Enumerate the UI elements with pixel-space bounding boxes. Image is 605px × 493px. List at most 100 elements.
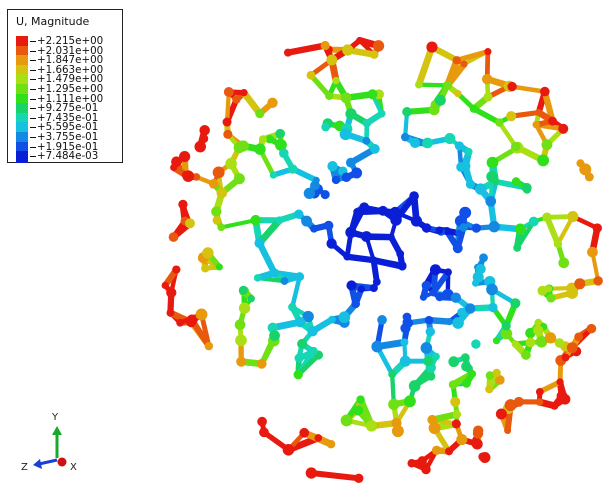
- lattice-node: [485, 195, 497, 207]
- lattice-node: [546, 293, 556, 303]
- lattice-node: [250, 214, 261, 226]
- lattice-node: [420, 342, 433, 354]
- lattice-node: [370, 144, 380, 154]
- lattice-node: [542, 212, 552, 223]
- lattice-node: [525, 327, 536, 339]
- lattice-node: [452, 410, 462, 419]
- lattice-node: [195, 308, 208, 321]
- lattice-node: [275, 216, 284, 225]
- lattice-node: [398, 261, 407, 270]
- lattice-node: [558, 257, 570, 269]
- lattice-node: [390, 214, 402, 226]
- lattice-node: [280, 277, 289, 285]
- lattice-node: [402, 107, 412, 117]
- lattice-node: [377, 109, 386, 118]
- lattice-node: [320, 189, 330, 200]
- lattice-node: [554, 338, 565, 348]
- lattice-node: [247, 294, 255, 303]
- lattice-node: [254, 143, 266, 155]
- lattice-node: [204, 341, 214, 351]
- legend-level: +2.215e+00: [8, 35, 122, 48]
- legend-swatch: [16, 103, 28, 115]
- lattice-node: [460, 353, 470, 363]
- lattice-node: [421, 464, 431, 475]
- lattice-node: [445, 318, 453, 326]
- lattice-node: [254, 238, 265, 249]
- lattice-node: [426, 41, 438, 53]
- lattice-node: [535, 336, 548, 348]
- lattice-node: [161, 281, 169, 290]
- lattice-node: [537, 154, 550, 167]
- lattice-node: [372, 40, 385, 52]
- lattice-node: [346, 280, 357, 291]
- lattice-node: [566, 286, 579, 299]
- lattice-node: [294, 316, 306, 328]
- lattice-node: [326, 439, 336, 449]
- lattice-node: [444, 133, 456, 145]
- lattice-node: [444, 447, 454, 456]
- lattice-node: [488, 221, 500, 233]
- lattice-node: [550, 401, 559, 410]
- lattice-node: [455, 229, 463, 237]
- lattice-node: [327, 161, 338, 172]
- lattice-node: [400, 132, 410, 142]
- lattice-node: [422, 137, 433, 149]
- lattice-node: [215, 263, 223, 271]
- lattice-node: [586, 323, 597, 334]
- lattice-node: [532, 120, 540, 129]
- lattice-node: [510, 298, 521, 309]
- legend-tick: [30, 98, 36, 100]
- lattice-node: [464, 147, 473, 156]
- lattice-node: [310, 180, 320, 191]
- lattice-node: [377, 315, 387, 325]
- lattice-node: [431, 445, 442, 456]
- legend-level: +5.595e-01: [8, 121, 122, 134]
- lattice-node: [421, 280, 431, 291]
- lattice-node: [326, 54, 338, 66]
- lattice-node: [410, 137, 421, 149]
- lattice-node: [265, 134, 275, 144]
- legend-value: +2.031e+00: [37, 44, 104, 57]
- lattice-node: [448, 380, 458, 389]
- lattice-node: [456, 434, 468, 446]
- lattice-node: [459, 223, 468, 232]
- legend-swatch: [16, 45, 28, 57]
- lattice-node: [556, 390, 568, 402]
- lattice-node: [442, 226, 451, 236]
- lattice-strut: [224, 89, 231, 125]
- lattice-node: [471, 223, 481, 233]
- lattice-node: [356, 36, 364, 44]
- contour-legend: U, Magnitude +2.215e+00 +2.031e+00 +1.847e…: [7, 9, 123, 163]
- lattice-strut: [308, 470, 362, 482]
- lattice-node: [429, 264, 441, 276]
- lattice-node: [391, 425, 404, 438]
- lattice-node: [326, 238, 337, 249]
- legend-value: +2.215e+00: [37, 35, 104, 47]
- legend-tick: [30, 156, 36, 158]
- lattice-node: [199, 125, 210, 136]
- lattice-node: [452, 56, 461, 65]
- lattice-node: [345, 226, 357, 239]
- lattice-node: [486, 283, 498, 296]
- lattice-node: [232, 95, 241, 104]
- lattice-node: [256, 358, 267, 369]
- legend-value: +7.435e-01: [37, 111, 99, 124]
- lattice-node: [259, 427, 269, 438]
- lattice-node: [305, 467, 317, 479]
- lattice-node: [513, 243, 522, 252]
- lattice-node: [369, 283, 378, 293]
- lattice-node: [211, 206, 222, 217]
- lattice-node: [444, 268, 452, 276]
- lattice-node: [168, 232, 179, 242]
- lattice-node: [567, 210, 579, 223]
- lattice-node: [179, 151, 191, 163]
- legend-value: +1.479e+00: [37, 73, 104, 86]
- lattice-node: [471, 438, 483, 450]
- lattice-node: [541, 139, 553, 151]
- lattice-node: [253, 274, 262, 282]
- lattice-node: [233, 142, 245, 154]
- lattice-node: [486, 156, 499, 169]
- lattice-node: [478, 452, 488, 462]
- legend-swatch: [16, 64, 28, 77]
